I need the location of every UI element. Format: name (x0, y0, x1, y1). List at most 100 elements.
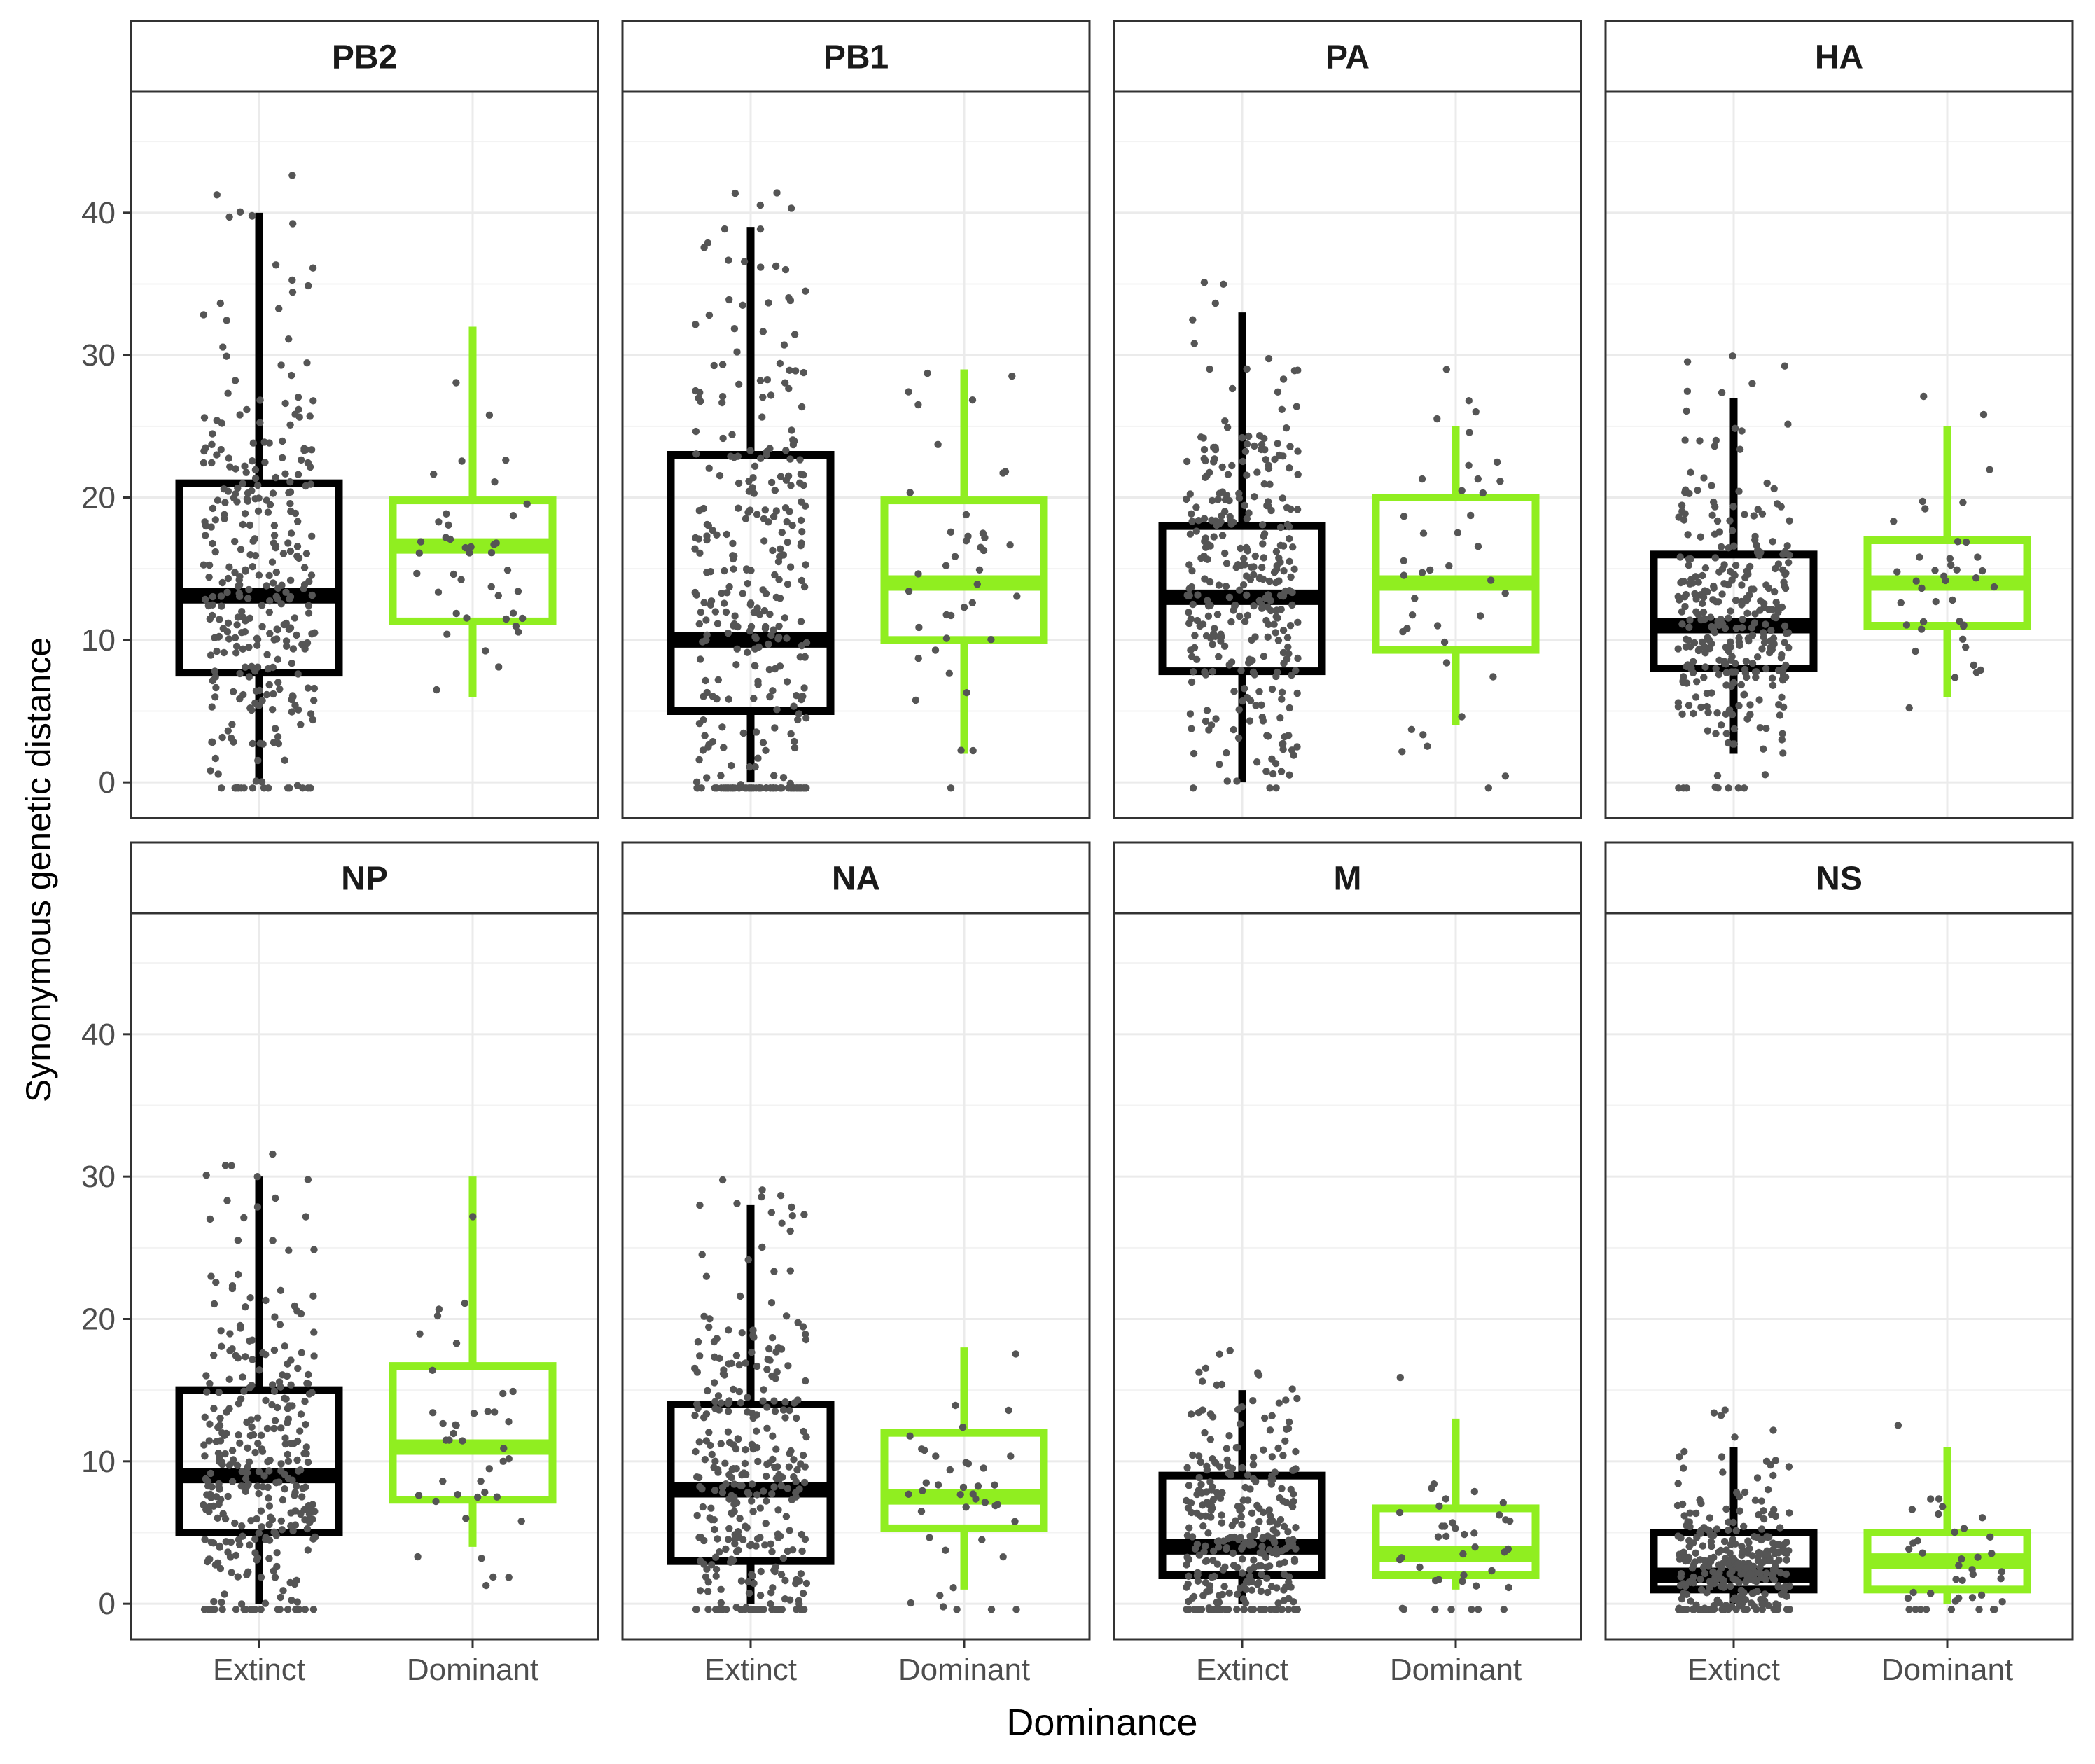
data-point (1273, 1550, 1281, 1558)
data-point (1266, 1512, 1274, 1520)
data-point (1012, 1606, 1020, 1613)
data-point (703, 631, 711, 639)
data-point (253, 1203, 262, 1211)
data-point (960, 604, 968, 611)
data-point (1188, 510, 1195, 518)
data-point (1195, 1368, 1203, 1376)
data-point (1465, 461, 1473, 469)
data-point (1977, 1591, 1986, 1599)
data-point (1916, 553, 1923, 561)
data-point (474, 1493, 482, 1501)
data-point (1784, 420, 1792, 428)
data-point (1962, 538, 1970, 546)
data-point (800, 1427, 807, 1436)
data-point (205, 1437, 213, 1445)
data-point (1780, 578, 1788, 586)
data-point (452, 1422, 460, 1429)
data-point (791, 737, 798, 746)
y-tick-label: 20 (81, 481, 116, 515)
data-point (492, 539, 500, 547)
data-point (485, 1465, 493, 1473)
data-point (701, 732, 709, 739)
data-point (1745, 1539, 1753, 1546)
data-point (283, 1372, 291, 1380)
data-point (757, 1567, 765, 1576)
data-point (1678, 620, 1686, 628)
data-point (1764, 1486, 1772, 1494)
data-point (206, 615, 214, 623)
x-tick-label: Dominant (898, 1653, 1030, 1687)
data-point (225, 1375, 233, 1383)
data-point (1199, 620, 1207, 628)
data-point (305, 578, 313, 585)
data-point (767, 784, 774, 792)
data-point (720, 784, 728, 792)
facet-strip-label: M (1334, 861, 1362, 898)
data-point (283, 642, 291, 650)
data-point (1726, 517, 1734, 525)
data-point (1912, 577, 1920, 585)
data-point (751, 1606, 759, 1613)
data-point (286, 592, 295, 601)
data-point (1208, 1574, 1216, 1581)
data-point (1677, 1570, 1685, 1578)
panel-border (1113, 912, 1582, 1641)
data-point (470, 1410, 478, 1417)
data-point (1783, 542, 1791, 550)
data-point (1725, 1526, 1732, 1534)
data-point (730, 325, 739, 333)
data-point (258, 602, 266, 609)
data-point (284, 1450, 291, 1459)
facet-strip (621, 841, 1091, 915)
data-point (800, 1478, 809, 1487)
data-point (201, 595, 209, 604)
data-point (477, 1478, 485, 1485)
data-point (216, 616, 223, 623)
data-point (784, 784, 793, 792)
data-point (1975, 1606, 1983, 1613)
data-point (1218, 1511, 1225, 1519)
data-point (1919, 618, 1928, 626)
data-point (1204, 541, 1212, 549)
data-point (1223, 1545, 1230, 1553)
data-point (798, 498, 805, 506)
data-point (435, 1305, 443, 1313)
facet-panel-pb1: PB1 (621, 20, 1091, 819)
data-point (275, 1478, 283, 1486)
data-point (1719, 1468, 1727, 1476)
data-point (287, 1440, 295, 1447)
panel-border (1604, 912, 2074, 1641)
data-point (1722, 1546, 1730, 1554)
data-point (1210, 533, 1218, 541)
data-point (1779, 730, 1786, 737)
data-point (1241, 561, 1248, 569)
data-point (1694, 611, 1702, 618)
data-point (1189, 1451, 1197, 1459)
data-point (1189, 600, 1197, 609)
facet-strip (1604, 841, 2074, 915)
data-point (1278, 695, 1286, 703)
data-point (1678, 710, 1686, 718)
data-point (231, 490, 239, 498)
data-point (1208, 516, 1216, 524)
data-point (214, 1559, 222, 1567)
data-point (722, 1480, 730, 1488)
data-point (1756, 1564, 1764, 1571)
data-point (1718, 1564, 1725, 1572)
data-point (1238, 1464, 1246, 1472)
jitter-points-extinct (1183, 1347, 1302, 1613)
data-point (714, 1392, 723, 1400)
data-point (1684, 531, 1692, 539)
data-point (735, 1361, 743, 1369)
data-point (228, 721, 236, 728)
data-point (1194, 1571, 1202, 1578)
data-point (302, 1213, 309, 1221)
data-point (1278, 405, 1286, 413)
data-point (1400, 513, 1408, 520)
data-point (1680, 1548, 1687, 1556)
data-point (229, 1458, 237, 1466)
data-point (296, 1466, 305, 1474)
data-point (1932, 597, 1940, 606)
panel-background (1114, 92, 1581, 818)
data-point (969, 746, 977, 755)
